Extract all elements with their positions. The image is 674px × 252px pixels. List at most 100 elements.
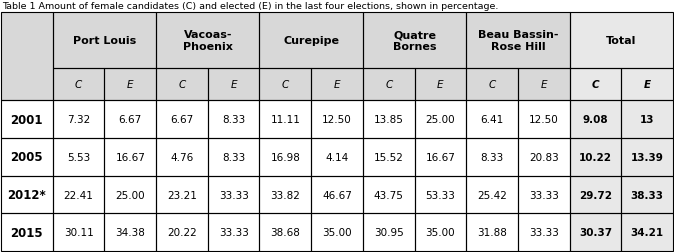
Text: 20.22: 20.22 [167, 227, 197, 237]
Bar [570, 101, 621, 139]
Bar [466, 13, 570, 69]
Bar [363, 213, 415, 251]
Bar [621, 69, 673, 101]
Text: Curepipe: Curepipe [283, 36, 339, 46]
Bar [156, 176, 208, 213]
Bar [104, 213, 156, 251]
Bar [53, 101, 104, 139]
Bar [466, 176, 518, 213]
Bar [311, 176, 363, 213]
Bar [259, 13, 363, 69]
Bar [415, 213, 466, 251]
Text: 7.32: 7.32 [67, 115, 90, 125]
Bar [156, 213, 208, 251]
Bar [570, 139, 621, 176]
Bar [259, 101, 311, 139]
Text: 13.85: 13.85 [374, 115, 404, 125]
Bar [104, 213, 156, 251]
Bar [570, 213, 621, 251]
Text: 12.50: 12.50 [322, 115, 352, 125]
Bar [518, 69, 570, 101]
Bar [1, 13, 53, 101]
Bar [570, 101, 621, 139]
Bar [311, 101, 363, 139]
Bar [1, 13, 53, 101]
Bar [53, 69, 104, 101]
Bar [518, 101, 570, 139]
Text: C: C [282, 80, 289, 90]
Text: C: C [179, 80, 185, 90]
Bar [518, 176, 570, 213]
Text: 35.00: 35.00 [425, 227, 455, 237]
Bar [415, 176, 466, 213]
Bar [259, 176, 311, 213]
Text: 8.33: 8.33 [222, 152, 245, 162]
Bar [53, 13, 156, 69]
Bar [156, 101, 208, 139]
Bar [156, 69, 208, 101]
Bar [311, 101, 363, 139]
Bar [104, 69, 156, 101]
Bar [156, 213, 208, 251]
Bar [621, 101, 673, 139]
Text: 25.00: 25.00 [115, 190, 145, 200]
Bar [156, 69, 208, 101]
Bar [156, 101, 208, 139]
Bar [570, 213, 621, 251]
Bar [570, 69, 621, 101]
Bar [156, 139, 208, 176]
Bar [104, 139, 156, 176]
Text: 30.11: 30.11 [64, 227, 94, 237]
Bar [1, 176, 53, 213]
Text: 33.33: 33.33 [529, 227, 559, 237]
Bar [1, 176, 53, 213]
Bar [156, 176, 208, 213]
Bar [466, 176, 518, 213]
Text: 13.39: 13.39 [631, 152, 664, 162]
Bar [363, 69, 415, 101]
Bar [104, 139, 156, 176]
Bar [1, 101, 53, 139]
Bar [53, 176, 104, 213]
Bar [621, 176, 673, 213]
Bar [156, 139, 208, 176]
Bar [259, 139, 311, 176]
Bar [363, 13, 466, 69]
Bar [363, 213, 415, 251]
Bar [621, 69, 673, 101]
Text: 2015: 2015 [11, 226, 43, 239]
Bar [104, 101, 156, 139]
Bar [259, 69, 311, 101]
Bar [53, 139, 104, 176]
Text: 6.67: 6.67 [171, 115, 193, 125]
Bar [53, 101, 104, 139]
Text: 31.88: 31.88 [477, 227, 507, 237]
Bar [466, 213, 518, 251]
Bar [570, 176, 621, 213]
Bar [1, 213, 53, 251]
Bar [208, 101, 259, 139]
Text: 34.38: 34.38 [115, 227, 145, 237]
Bar [570, 69, 621, 101]
Bar [1, 101, 53, 139]
Text: 4.76: 4.76 [171, 152, 193, 162]
Text: E: E [437, 80, 443, 90]
Bar [363, 176, 415, 213]
Text: 22.41: 22.41 [63, 190, 94, 200]
Bar [466, 101, 518, 139]
Text: Total: Total [606, 36, 636, 46]
Text: 38.68: 38.68 [270, 227, 301, 237]
Bar [570, 13, 673, 69]
Bar [53, 213, 104, 251]
Bar [621, 139, 673, 176]
Bar [363, 13, 466, 69]
Text: 16.98: 16.98 [270, 152, 301, 162]
Bar [104, 176, 156, 213]
Text: Beau Bassin-
Rose Hill: Beau Bassin- Rose Hill [478, 30, 558, 52]
Text: 25.42: 25.42 [477, 190, 507, 200]
Text: 13: 13 [640, 115, 654, 125]
Text: E: E [644, 80, 650, 90]
Bar [53, 69, 104, 101]
Text: 53.33: 53.33 [425, 190, 456, 200]
Bar [208, 139, 259, 176]
